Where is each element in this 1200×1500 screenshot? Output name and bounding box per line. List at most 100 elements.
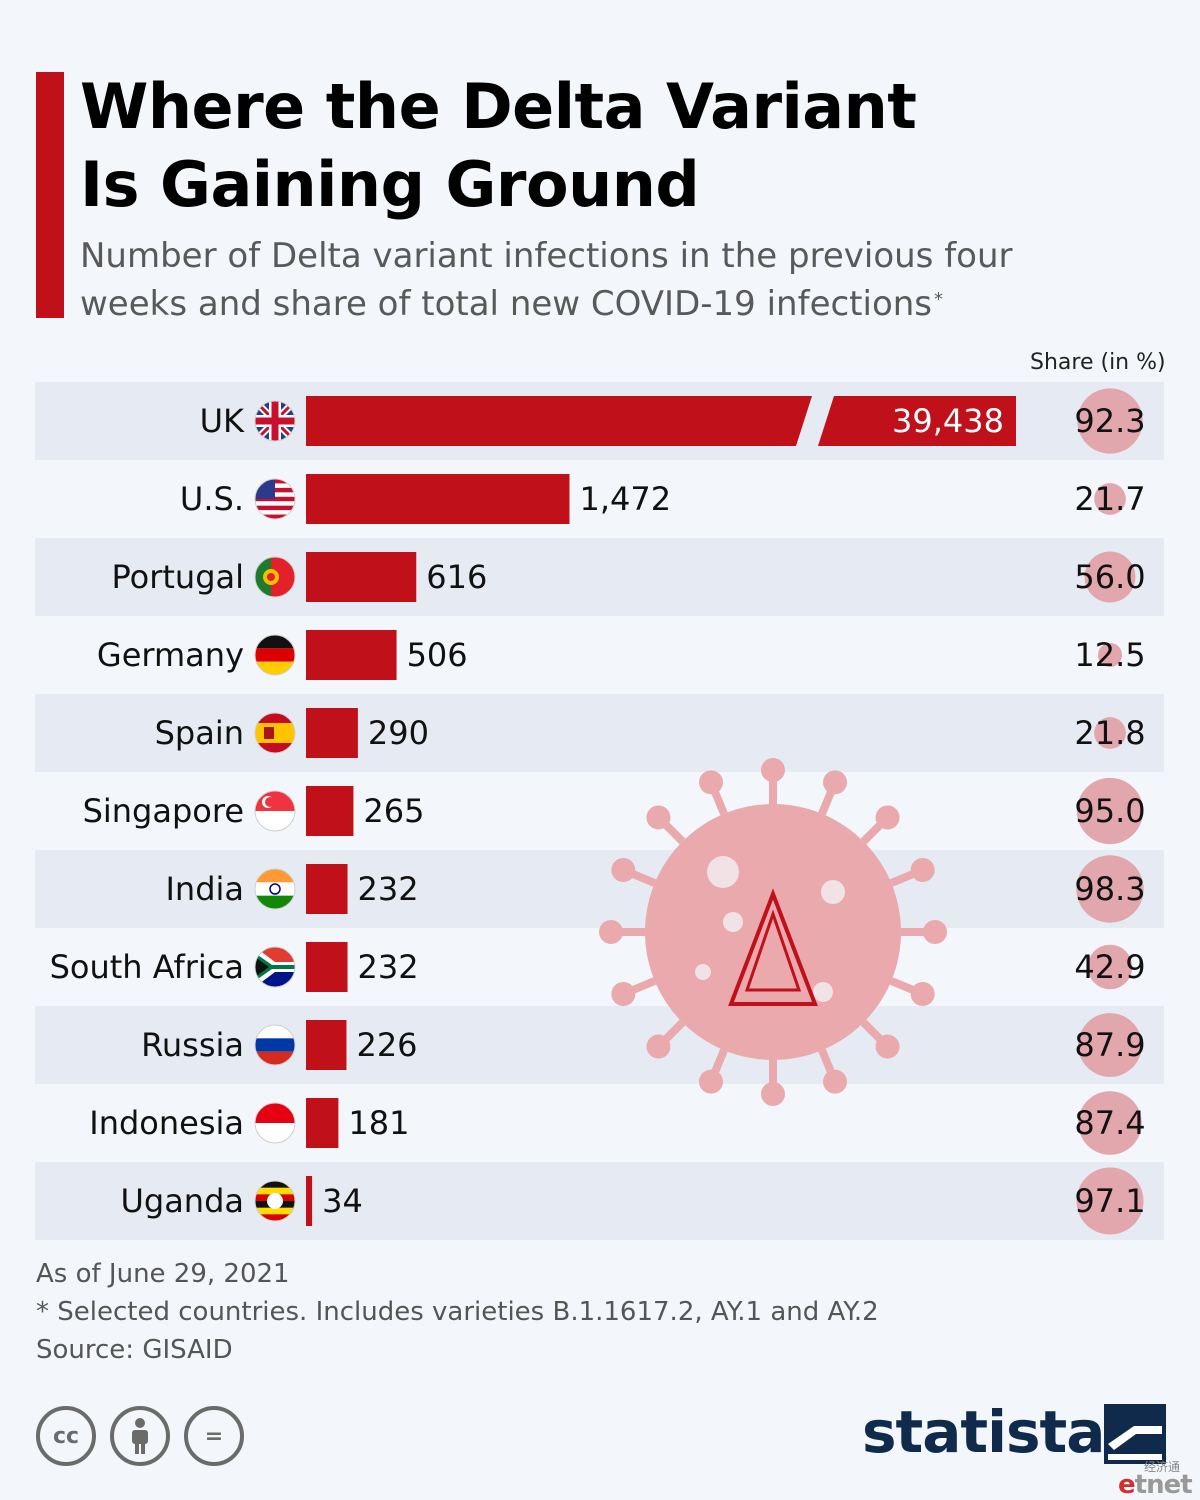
india-flag xyxy=(254,868,296,910)
virus-spike-tip xyxy=(761,1082,785,1106)
virus-spike-tip xyxy=(611,981,636,1006)
virus-spike-tip xyxy=(910,858,935,883)
value-label: 616 xyxy=(426,558,487,596)
country-label: Singapore xyxy=(83,792,244,830)
virus-spike-tip xyxy=(875,805,900,830)
virus-spike-tip xyxy=(699,1069,724,1094)
russia-flag xyxy=(254,1024,296,1066)
row-background xyxy=(35,1006,1164,1084)
row-background xyxy=(35,538,1164,616)
country-label: Russia xyxy=(141,1026,244,1064)
share-label: 92.3 xyxy=(1074,402,1145,440)
title-accent-bar xyxy=(36,72,64,318)
bar xyxy=(306,1020,347,1070)
title-line-2: Is Gaining Ground xyxy=(80,148,700,221)
country-label: India xyxy=(165,870,244,908)
subtitle-line-1: Number of Delta variant infections in th… xyxy=(80,236,1013,276)
watermark-chinese: 经济通 xyxy=(1144,1460,1181,1474)
value-label: 1,472 xyxy=(579,480,671,518)
virus-spike-tip xyxy=(822,1069,847,1094)
value-label: 232 xyxy=(358,948,419,986)
watermark-tnet: tnet xyxy=(1134,1470,1193,1500)
subtitle-line-2: weeks and share of total new COVID-19 in… xyxy=(80,280,1120,328)
share-bubble xyxy=(1094,717,1126,749)
share-bubbles xyxy=(1076,388,1144,1235)
value-label: 506 xyxy=(407,636,468,674)
bar xyxy=(306,474,570,524)
virus-spike xyxy=(710,788,728,816)
share-label: 21.8 xyxy=(1074,714,1145,752)
title-line-1: Where the Delta Variant xyxy=(80,70,917,143)
share-bubble xyxy=(1084,551,1136,603)
share-bubble xyxy=(1076,855,1144,923)
virus-spike-tip xyxy=(646,1034,671,1059)
bar xyxy=(306,786,354,836)
virus-spike xyxy=(661,820,686,845)
virus-spot xyxy=(723,912,743,932)
country-label: Spain xyxy=(155,714,244,752)
virus-spike-tip xyxy=(822,770,847,795)
country-label: Portugal xyxy=(111,558,244,596)
virus-spike-tip xyxy=(646,805,671,830)
no-derivatives-icon[interactable]: = xyxy=(184,1406,244,1466)
share-label: 12.5 xyxy=(1074,636,1145,674)
country-label: South Africa xyxy=(50,948,244,986)
creative-commons-icon[interactable]: cc xyxy=(36,1406,96,1466)
share-label: 42.9 xyxy=(1074,948,1145,986)
virus-spike xyxy=(860,1019,885,1044)
bar-chart: UK 39,438 92.3 U.S. 1,472 21.7 Portugal 616 56.0… xyxy=(35,382,1164,1240)
share-bubble xyxy=(1087,944,1133,990)
virus-spike-tip xyxy=(611,858,636,883)
bar xyxy=(306,708,358,758)
value-label: 39,438 xyxy=(892,402,1004,440)
statista-logo-icon[interactable] xyxy=(1104,1404,1166,1464)
attribution-icon[interactable] xyxy=(110,1406,170,1466)
germany-flag xyxy=(254,634,296,676)
share-bubble xyxy=(1076,1167,1144,1235)
virus-spot xyxy=(821,880,845,904)
virus-spike-tip xyxy=(923,920,947,944)
virus-spike-tip xyxy=(875,1034,900,1059)
share-label: 95.0 xyxy=(1074,792,1145,830)
value-label: 226 xyxy=(356,1026,417,1064)
bar xyxy=(306,1176,313,1226)
share-bubble xyxy=(1094,483,1126,515)
uganda-flag xyxy=(254,1180,296,1222)
row-backgrounds xyxy=(35,382,1164,1240)
bar xyxy=(306,396,1016,446)
indonesia-flag xyxy=(254,1102,296,1144)
virus-spot xyxy=(707,856,739,888)
country-label: U.S. xyxy=(180,480,244,518)
value-label: 181 xyxy=(348,1104,409,1142)
virus-spike xyxy=(818,1048,836,1076)
bars xyxy=(306,396,1016,1226)
virus-spike xyxy=(889,977,917,995)
bar xyxy=(306,864,348,914)
value-label: 34 xyxy=(322,1182,363,1220)
virus-spike-tip xyxy=(761,758,785,782)
bar xyxy=(306,552,417,602)
bar xyxy=(306,1098,339,1148)
virus-spike-tip xyxy=(699,770,724,795)
row-background xyxy=(35,1162,1164,1240)
virus-spike xyxy=(710,1048,728,1076)
bar xyxy=(306,630,397,680)
share-label: 87.9 xyxy=(1074,1026,1145,1064)
virus-spike xyxy=(661,1019,686,1044)
share-bubble xyxy=(1097,642,1123,668)
share-column-header: Share (in %) xyxy=(1030,350,1166,375)
south-africa-flag xyxy=(254,946,296,988)
labels: UK 39,438 92.3 U.S. 1,472 21.7 Portugal 616 56.0… xyxy=(50,400,1146,1222)
footnote-text: * Selected countries. Includes varieties… xyxy=(36,1297,879,1327)
share-label: 56.0 xyxy=(1074,558,1145,596)
virus-spike xyxy=(860,820,885,845)
license-icons: cc = xyxy=(36,1406,244,1466)
virus-spike xyxy=(629,869,657,887)
uk-flag xyxy=(254,400,296,442)
virus-body xyxy=(645,804,901,1060)
delta-symbol-inner xyxy=(744,909,802,992)
statista-logo-text[interactable]: statista xyxy=(862,1398,1105,1466)
virus-spike xyxy=(629,977,657,995)
share-label: 98.3 xyxy=(1074,870,1145,908)
row-background xyxy=(35,850,1164,928)
